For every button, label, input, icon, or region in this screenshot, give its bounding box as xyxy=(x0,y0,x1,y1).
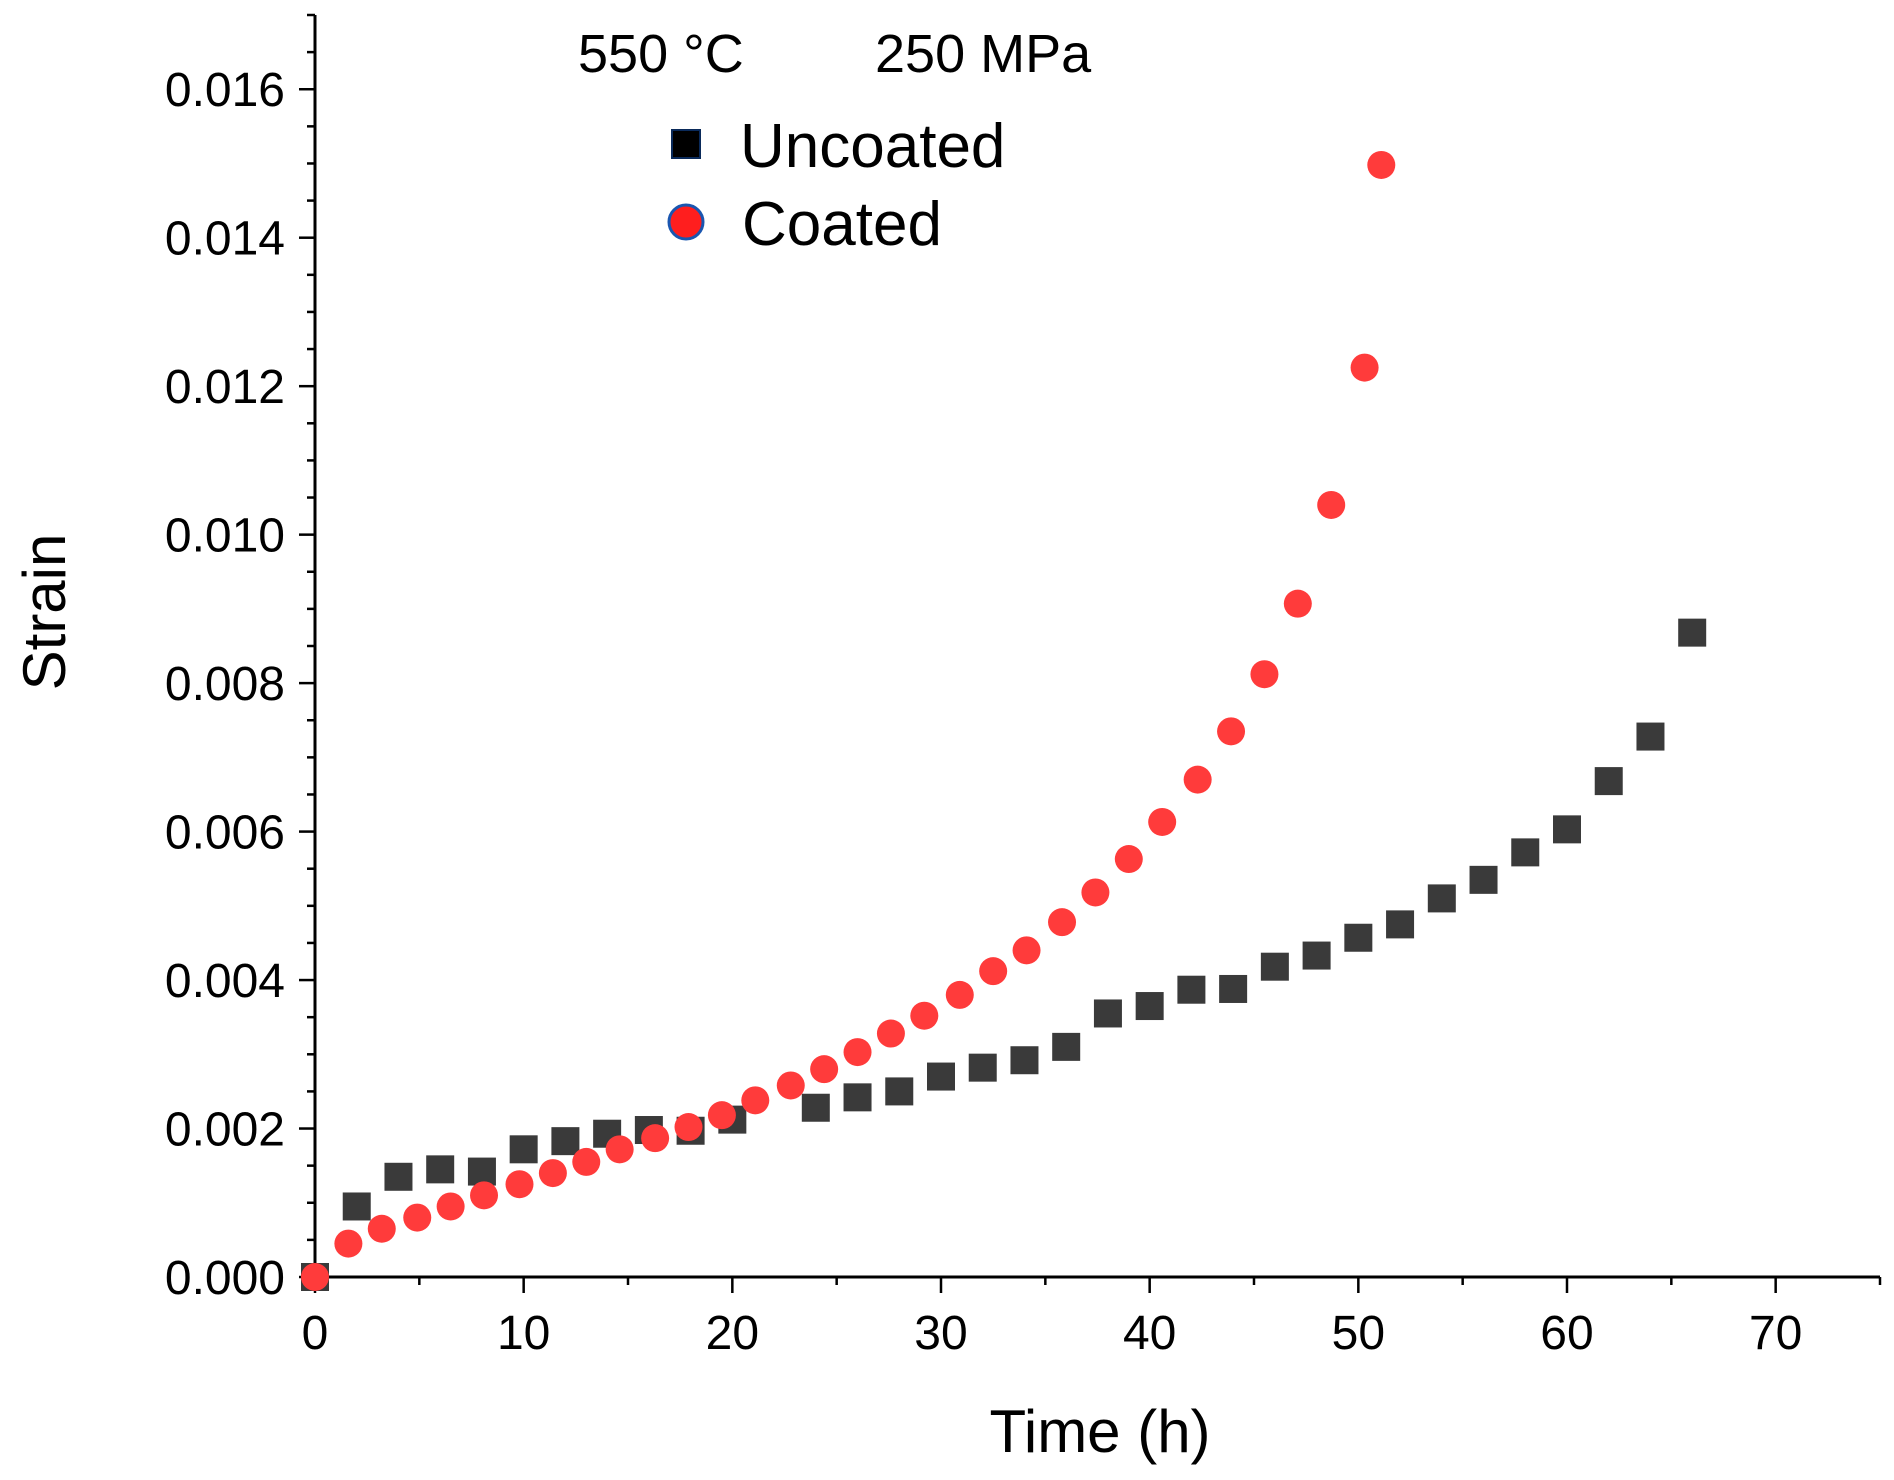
coated-point xyxy=(605,1135,634,1164)
uncoated-point xyxy=(885,1077,914,1106)
coated-point xyxy=(1367,150,1396,179)
x-ticks: 0 10 20 30 40 50 60 70 xyxy=(302,1277,1882,1360)
coated-point xyxy=(641,1124,670,1153)
coated-point xyxy=(1081,878,1110,907)
y-tick-label: 0.000 xyxy=(165,1252,285,1305)
uncoated-point xyxy=(1594,767,1623,796)
y-ticks: 0.000 0.002 0.004 0.006 0.008 0.010 0.012 0.014… xyxy=(165,13,315,1305)
uncoated-point xyxy=(1427,884,1456,913)
uncoated-point xyxy=(1010,1046,1039,1075)
uncoated-point xyxy=(509,1135,538,1164)
uncoated-point xyxy=(1678,618,1707,647)
coated-point xyxy=(1217,717,1246,746)
temperature-annotation: 550 °C xyxy=(578,24,744,84)
y-tick-label: 0.008 xyxy=(165,658,285,711)
x-tick-label: 50 xyxy=(1332,1307,1385,1360)
uncoated-point xyxy=(1302,941,1331,970)
uncoated-point xyxy=(1135,992,1164,1021)
x-tick-label: 40 xyxy=(1123,1307,1176,1360)
uncoated-point xyxy=(384,1162,413,1191)
coated-point xyxy=(301,1263,329,1291)
uncoated-point xyxy=(1219,974,1248,1003)
axes xyxy=(313,15,1880,1279)
y-tick-label: 0.014 xyxy=(165,213,285,266)
coated-point xyxy=(1183,765,1212,794)
x-tick-label: 70 xyxy=(1749,1307,1802,1360)
uncoated-point xyxy=(1553,815,1581,844)
coated-point xyxy=(1317,490,1346,519)
uncoated-point xyxy=(801,1093,830,1122)
x-axis-title: Time (h) xyxy=(989,1398,1210,1465)
coated-point xyxy=(1048,908,1077,937)
uncoated-point xyxy=(1511,838,1540,867)
coated-point xyxy=(979,957,1008,986)
legend: Uncoated Coated xyxy=(667,112,1005,259)
coated-point xyxy=(876,1019,905,1048)
coated-point xyxy=(470,1181,499,1210)
coated-point xyxy=(1283,589,1312,618)
coated-point xyxy=(707,1101,736,1130)
uncoated-point xyxy=(927,1062,955,1091)
y-tick-label: 0.010 xyxy=(165,510,285,563)
coated-point xyxy=(403,1203,432,1232)
coated-point xyxy=(776,1071,805,1100)
uncoated-point xyxy=(843,1083,872,1112)
coated-point xyxy=(810,1055,839,1084)
uncoated-point xyxy=(1177,975,1206,1004)
uncoated-point xyxy=(1344,923,1373,952)
uncoated-point xyxy=(1386,910,1415,939)
data-points xyxy=(301,150,1707,1291)
x-tick-label: 20 xyxy=(706,1307,759,1360)
y-tick-label: 0.004 xyxy=(165,955,285,1008)
coated-point xyxy=(334,1229,363,1258)
uncoated-point xyxy=(1636,722,1665,751)
coated-point xyxy=(843,1038,872,1067)
uncoated-point xyxy=(342,1192,371,1221)
x-tick-label: 60 xyxy=(1540,1307,1593,1360)
legend-marker-coated xyxy=(667,203,705,241)
legend-label-coated: Coated xyxy=(742,190,942,259)
uncoated-point xyxy=(1260,952,1289,981)
stress-annotation: 250 MPa xyxy=(875,24,1092,84)
coated-point xyxy=(436,1192,465,1221)
uncoated-point xyxy=(968,1053,997,1082)
uncoated-point xyxy=(426,1155,455,1184)
y-tick-label: 0.012 xyxy=(165,361,285,414)
coated-point xyxy=(1250,660,1279,689)
legend-label-uncoated: Uncoated xyxy=(740,112,1005,181)
legend-marker-uncoated xyxy=(671,129,701,159)
coated-point xyxy=(1114,845,1143,874)
y-axis-title: Strain xyxy=(11,534,78,691)
x-tick-label: 30 xyxy=(914,1307,967,1360)
coated-point xyxy=(1148,807,1177,836)
uncoated-point xyxy=(1052,1032,1081,1061)
coated-point xyxy=(505,1170,534,1199)
coated-point xyxy=(910,1001,939,1030)
coated-point xyxy=(538,1159,567,1188)
series-uncoated xyxy=(301,618,1707,1291)
coated-point xyxy=(945,980,974,1009)
coated-point xyxy=(674,1113,703,1142)
coated-point xyxy=(741,1086,770,1115)
uncoated-point xyxy=(1093,999,1122,1028)
coated-point xyxy=(367,1214,396,1243)
y-tick-label: 0.002 xyxy=(165,1104,285,1157)
coated-point xyxy=(572,1147,601,1176)
series-coated xyxy=(301,150,1396,1291)
uncoated-point xyxy=(467,1157,496,1186)
x-tick-label: 0 xyxy=(302,1307,329,1360)
coated-point xyxy=(1012,936,1041,965)
y-tick-label: 0.006 xyxy=(165,807,285,860)
uncoated-point xyxy=(551,1127,580,1156)
y-tick-label: 0.016 xyxy=(165,64,285,117)
uncoated-point xyxy=(1469,865,1498,894)
x-tick-label: 10 xyxy=(497,1307,550,1360)
coated-point xyxy=(1350,353,1379,382)
